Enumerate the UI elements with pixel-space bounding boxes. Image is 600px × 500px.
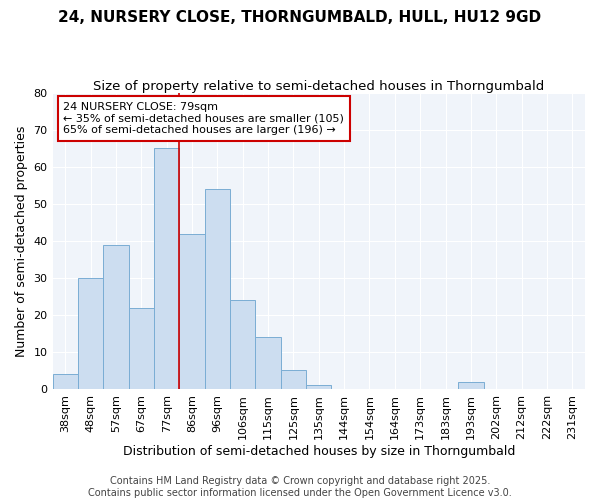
Y-axis label: Number of semi-detached properties: Number of semi-detached properties [15, 126, 28, 356]
Bar [230, 300, 256, 389]
Title: Size of property relative to semi-detached houses in Thorngumbald: Size of property relative to semi-detach… [93, 80, 544, 93]
Bar [78, 278, 103, 389]
Bar [256, 337, 281, 389]
Bar [281, 370, 306, 389]
X-axis label: Distribution of semi-detached houses by size in Thorngumbald: Distribution of semi-detached houses by … [122, 444, 515, 458]
Bar [205, 189, 230, 389]
Text: 24, NURSERY CLOSE, THORNGUMBALD, HULL, HU12 9GD: 24, NURSERY CLOSE, THORNGUMBALD, HULL, H… [58, 10, 542, 25]
Bar [128, 308, 154, 389]
Bar [458, 382, 484, 389]
Bar [154, 148, 179, 389]
Bar [53, 374, 78, 389]
Text: 24 NURSERY CLOSE: 79sqm
← 35% of semi-detached houses are smaller (105)
65% of s: 24 NURSERY CLOSE: 79sqm ← 35% of semi-de… [63, 102, 344, 135]
Bar [306, 386, 331, 389]
Text: Contains HM Land Registry data © Crown copyright and database right 2025.
Contai: Contains HM Land Registry data © Crown c… [88, 476, 512, 498]
Bar [179, 234, 205, 389]
Bar [103, 244, 128, 389]
